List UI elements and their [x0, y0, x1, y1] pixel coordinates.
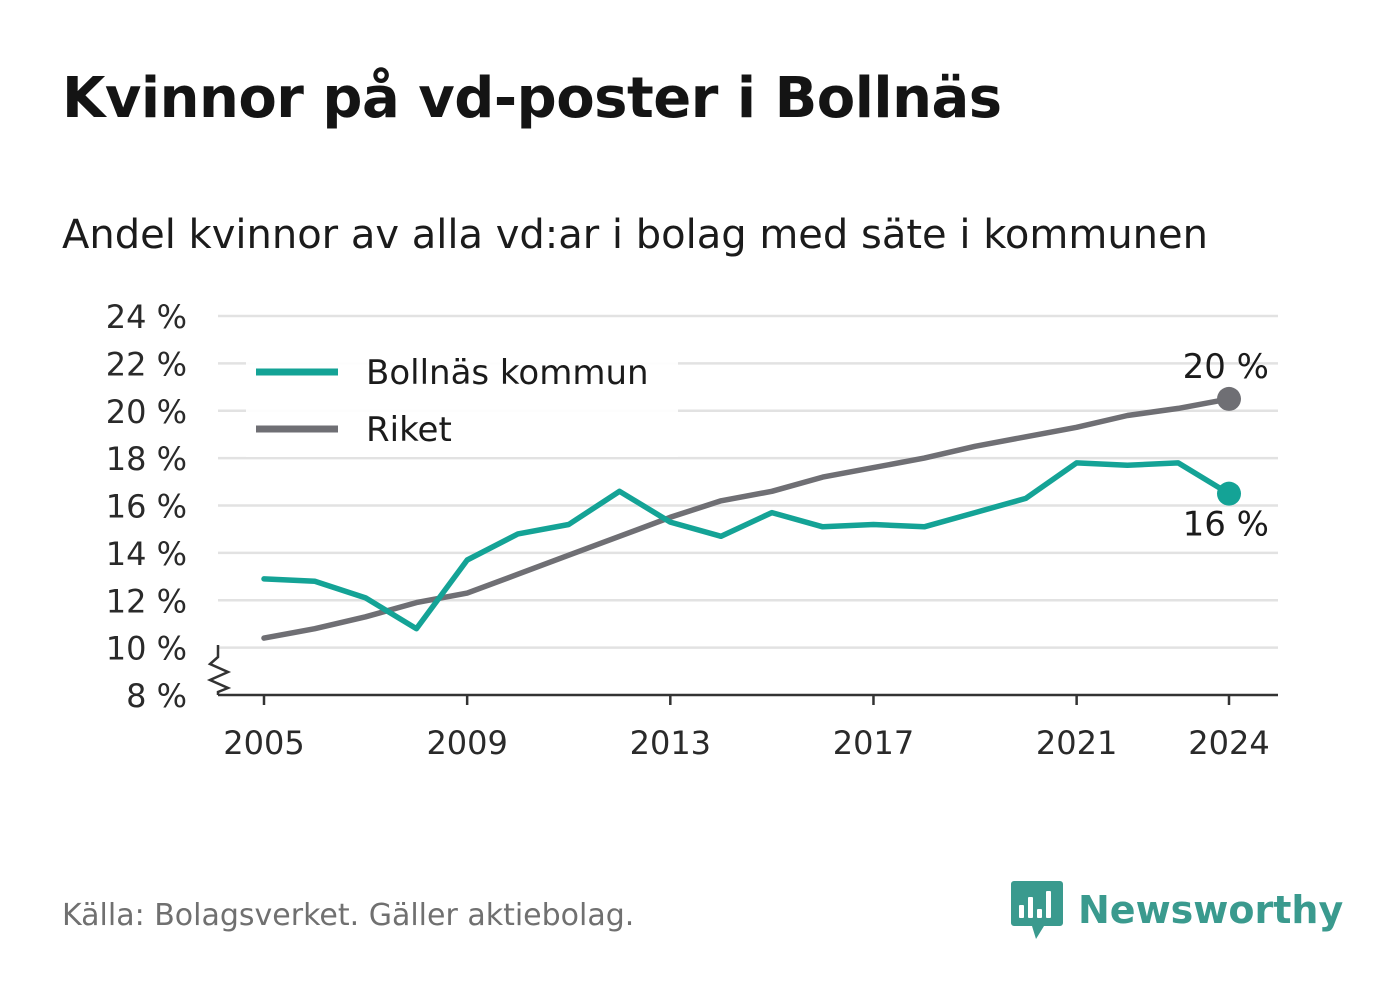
bollnas-line — [261, 460, 1232, 632]
y-tick-label: 24 % — [106, 298, 187, 336]
y-tick-label: 16 % — [106, 488, 187, 526]
x-tick-label: 2013 — [630, 724, 711, 762]
x-tick-label: 2017 — [833, 724, 914, 762]
newsworthy-logo-icon — [1011, 881, 1063, 939]
y-tick-label: 10 % — [106, 630, 187, 668]
x-axis: 2005 2009 2013 2017 2021 2024 — [206, 645, 1278, 762]
riket-end-point — [1217, 386, 1241, 411]
y-tick-label: 20 % — [106, 393, 187, 431]
chart-title: Kvinnor på vd-poster i Bollnäs — [62, 66, 1002, 131]
brand-name: Newsworthy — [1078, 888, 1344, 932]
line-chart: 8 % 10 % 12 % 14 % 16 % 18 % 20 % 22 % 24 % 2005… — [106, 298, 1278, 762]
y-tick-label: 22 % — [106, 345, 187, 383]
legend-label: Riket — [366, 410, 452, 450]
bollnas-end-point — [1217, 481, 1241, 506]
y-tick-label: 8 % — [126, 677, 187, 715]
legend-background — [246, 345, 678, 457]
legend: Bollnäs kommun Riket — [246, 345, 678, 457]
x-tick-label: 2024 — [1188, 724, 1269, 762]
source-note: Källa: Bolagsverket. Gäller aktiebolag. — [62, 898, 635, 933]
end-label: 16 % — [1183, 505, 1269, 545]
legend-label: Bollnäs kommun — [366, 353, 649, 393]
riket-line — [261, 396, 1232, 641]
x-tick-label: 2005 — [223, 724, 304, 762]
x-tick-label: 2009 — [426, 724, 507, 762]
y-tick-label: 18 % — [106, 440, 187, 478]
y-tick-label: 14 % — [106, 535, 187, 573]
axis-break-icon — [206, 645, 232, 695]
y-axis-labels: 8 % 10 % 12 % 14 % 16 % 18 % 20 % 22 % 24 % — [106, 298, 187, 715]
end-labels: 20 % 16 % — [1183, 347, 1269, 545]
series-lines — [261, 386, 1241, 641]
chart-subtitle: Andel kvinnor av alla vd:ar i bolag med … — [62, 212, 1208, 258]
x-tick-label: 2021 — [1036, 724, 1117, 762]
end-label: 20 % — [1183, 347, 1269, 387]
y-tick-label: 12 % — [106, 582, 187, 620]
brand-logo: Newsworthy — [1010, 878, 1343, 942]
